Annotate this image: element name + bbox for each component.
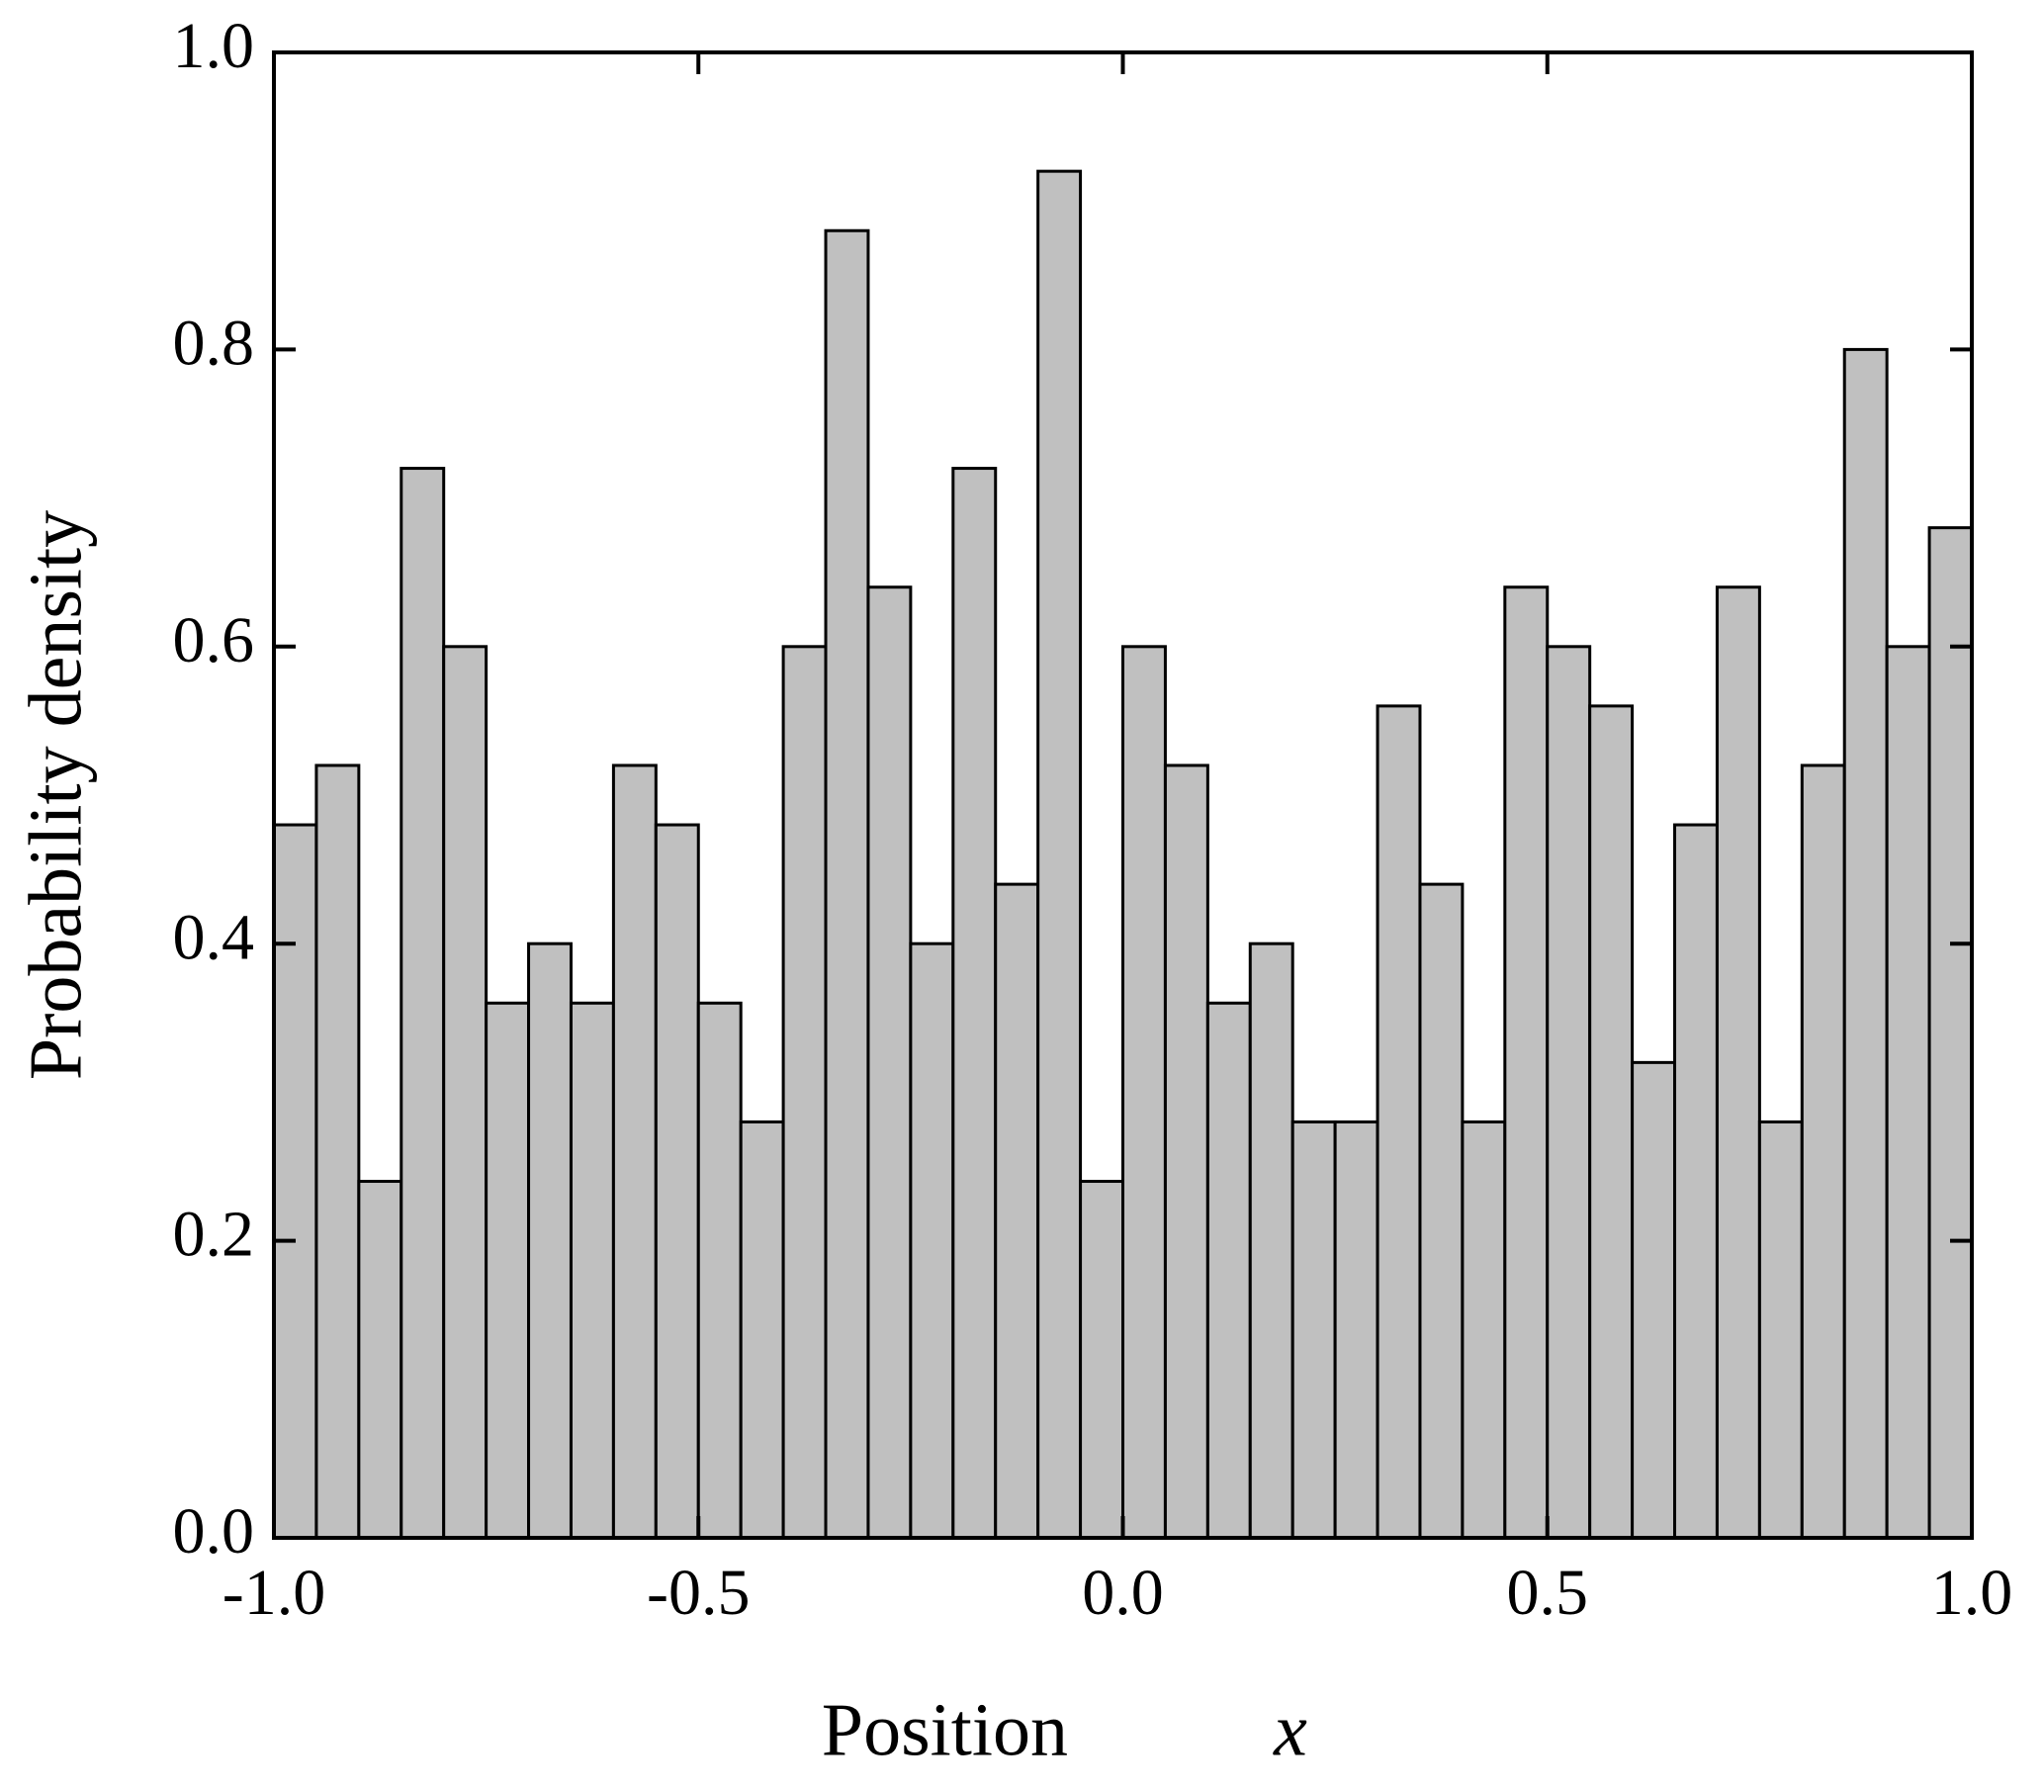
bar: [1290, 1120, 1337, 1540]
x-tick-label: -1.0: [222, 1557, 325, 1629]
bar: [272, 823, 318, 1540]
bar: [1927, 526, 1974, 1540]
bar: [951, 467, 998, 1540]
bar: [1757, 1120, 1804, 1540]
bar: [1715, 585, 1761, 1540]
bar: [1588, 704, 1635, 1540]
bar: [611, 763, 658, 1540]
x-tick-label: -0.5: [647, 1557, 750, 1629]
bar: [1376, 704, 1422, 1540]
bar: [1546, 645, 1592, 1540]
bar: [1842, 347, 1889, 1540]
bar: [1121, 645, 1167, 1540]
y-tick-label: 1.0: [173, 10, 255, 82]
bar: [1461, 1120, 1507, 1540]
bar: [654, 823, 700, 1540]
bar: [866, 585, 913, 1540]
bar: [824, 228, 870, 1540]
bar: [1885, 645, 1931, 1540]
bar: [696, 1001, 743, 1540]
bar: [1673, 823, 1719, 1540]
bar: [1800, 763, 1846, 1540]
bar: [1205, 1001, 1252, 1540]
x-tick-label: 1.0: [1931, 1557, 2013, 1629]
bar: [485, 1001, 531, 1540]
bar: [781, 645, 828, 1540]
bar: [314, 763, 361, 1540]
bar: [357, 1180, 403, 1540]
bar: [994, 882, 1040, 1540]
bar: [400, 467, 446, 1540]
x-axis-label: Position: [822, 1688, 1068, 1771]
x-tick-label: 0.5: [1507, 1557, 1589, 1629]
x-axis-variable: x: [1273, 1688, 1307, 1771]
bar: [1333, 1120, 1379, 1540]
x-tick-label: 0.0: [1082, 1557, 1164, 1629]
bar: [739, 1120, 785, 1540]
bar: [1079, 1180, 1124, 1540]
y-tick-label: 0.2: [173, 1199, 255, 1271]
y-tick-label: 0.8: [173, 308, 255, 380]
y-tick-label: 0.4: [173, 901, 255, 973]
bar: [1036, 169, 1083, 1540]
bar: [1418, 882, 1465, 1540]
bar: [1163, 763, 1209, 1540]
y-tick-label: 0.0: [173, 1495, 255, 1568]
bar: [442, 645, 489, 1540]
y-axis-label: Probability density: [14, 510, 97, 1080]
bar: [1631, 1060, 1677, 1540]
bar: [569, 1001, 615, 1540]
bar: [1248, 941, 1294, 1540]
bar: [1503, 585, 1550, 1540]
bar: [909, 941, 955, 1540]
y-tick-label: 0.6: [173, 604, 255, 676]
bar: [527, 941, 573, 1540]
